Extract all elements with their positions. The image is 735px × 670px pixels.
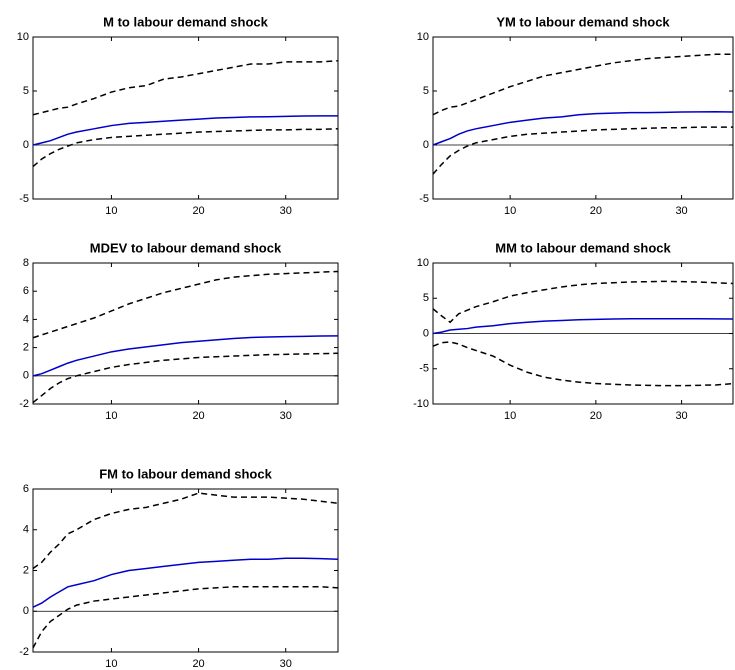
y-tick-label: -5	[19, 193, 29, 205]
y-tick-label: 5	[423, 85, 429, 97]
chart-title: YM to labour demand shock	[496, 14, 670, 29]
y-tick-label: 0	[423, 139, 429, 151]
series-line	[432, 110, 734, 146]
y-tick-label: -10	[413, 398, 429, 410]
series-line	[32, 270, 339, 339]
y-tick-label: -5	[419, 193, 429, 205]
x-tick-label: 20	[192, 410, 204, 422]
y-tick-label: 0	[23, 605, 29, 617]
series-line	[32, 557, 339, 608]
y-tick-label: 4	[23, 313, 29, 325]
y-tick-label: 0	[23, 370, 29, 382]
x-tick-label: 30	[280, 205, 292, 217]
y-tick-label: -2	[19, 646, 29, 658]
x-tick-label: 10	[504, 410, 516, 422]
plot-frame	[32, 488, 339, 653]
x-tick-label: 10	[105, 658, 117, 670]
y-tick-label: 8	[23, 257, 29, 269]
y-tick-label: 10	[17, 31, 29, 43]
y-tick-label: 0	[23, 139, 29, 151]
series-line	[432, 126, 733, 175]
x-tick-label: 20	[192, 658, 204, 670]
x-tick-label: 30	[675, 205, 687, 217]
series-line	[32, 492, 339, 570]
x-tick-label: 10	[105, 410, 117, 422]
x-tick-label: 30	[675, 410, 687, 422]
series-line	[432, 341, 734, 387]
series-line	[432, 280, 734, 324]
y-tick-label: -5	[419, 363, 429, 375]
chart-title: FM to labour demand shock	[99, 466, 272, 481]
x-tick-label: 30	[280, 410, 292, 422]
y-tick-label: 10	[417, 31, 429, 43]
chart-title: MDEV to labour demand shock	[90, 240, 282, 255]
plot-frame	[32, 262, 339, 405]
series-line	[432, 53, 733, 116]
plot-frame	[32, 36, 339, 200]
x-tick-label: 10	[504, 205, 516, 217]
series-line	[32, 115, 338, 146]
series-line	[32, 335, 339, 377]
chart-title: MM to labour demand shock	[495, 240, 671, 255]
plot-frame	[432, 36, 734, 200]
x-tick-label: 20	[192, 205, 204, 217]
y-tick-label: 5	[423, 292, 429, 304]
x-tick-label: 20	[590, 410, 602, 422]
x-tick-label: 20	[590, 205, 602, 217]
series-line	[32, 352, 339, 404]
series-line	[32, 128, 339, 168]
y-tick-label: 6	[23, 483, 29, 495]
x-tick-label: 30	[280, 658, 292, 670]
y-tick-label: 5	[23, 85, 29, 97]
x-tick-label: 10	[105, 205, 117, 217]
series-line	[32, 586, 339, 649]
y-tick-label: 0	[423, 327, 429, 339]
series-line	[32, 60, 339, 116]
y-tick-label: 2	[23, 564, 29, 576]
y-tick-label: 6	[23, 285, 29, 297]
y-tick-label: -2	[19, 398, 29, 410]
y-tick-label: 10	[417, 257, 429, 269]
series-line	[432, 317, 734, 335]
chart-title: M to labour demand shock	[103, 14, 268, 29]
y-tick-label: 4	[23, 524, 29, 536]
y-tick-label: 2	[23, 342, 29, 354]
